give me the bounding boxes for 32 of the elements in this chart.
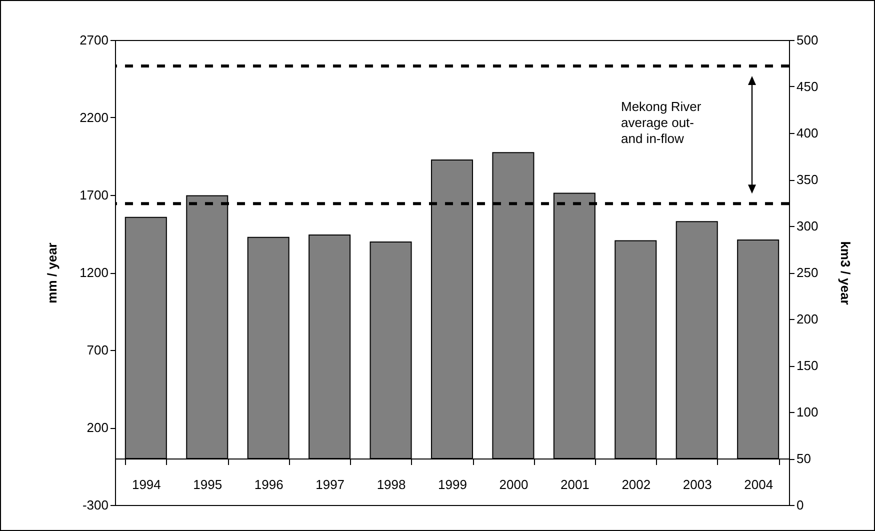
y2-tick-label: 400 [796,126,818,140]
y-tick-label: 2200 [80,110,108,125]
x-tick-label: 1994 [132,477,161,492]
y2-tick-label: 0 [796,498,804,512]
x-tick-label: 2004 [744,477,774,492]
y-tick-label: 2700 [80,32,108,48]
y-axis-title: mm / year [44,242,60,304]
x-tick-label: 1998 [376,477,406,492]
y2-tick-label: 150 [796,358,818,373]
x-tick-label: 1995 [193,477,222,492]
y2-tick-label: 100 [796,404,818,420]
y2-axis-title: km3 / year [838,241,854,305]
x-tick-label: 2002 [622,477,651,492]
annotation: Mekong River average out- and in-flow [621,99,702,146]
y-tick-label: 1200 [80,265,108,280]
x-tick-label: 2001 [560,477,590,492]
y2-tick-label: 300 [796,218,818,234]
y2-tick-label: 250 [796,265,818,280]
y-tick-label: 700 [86,342,108,358]
x-tick-label: 1997 [316,477,345,492]
y-tick-label: 1700 [80,188,108,202]
y-tick-label: -300 [82,498,108,512]
y2-tick-label: 350 [796,172,818,187]
y2-tick-label: 200 [796,312,818,326]
y2-tick-label: 450 [796,79,818,94]
x-tick-label: 2003 [682,477,712,492]
y-tick-label: 200 [86,420,108,435]
x-tick-label: 2000 [499,477,528,492]
x-tick-label: 1999 [438,477,467,492]
y2-tick-label: 50 [796,451,811,466]
y2-tick-label: 500 [796,32,818,48]
x-tick-label: 1996 [254,477,284,492]
